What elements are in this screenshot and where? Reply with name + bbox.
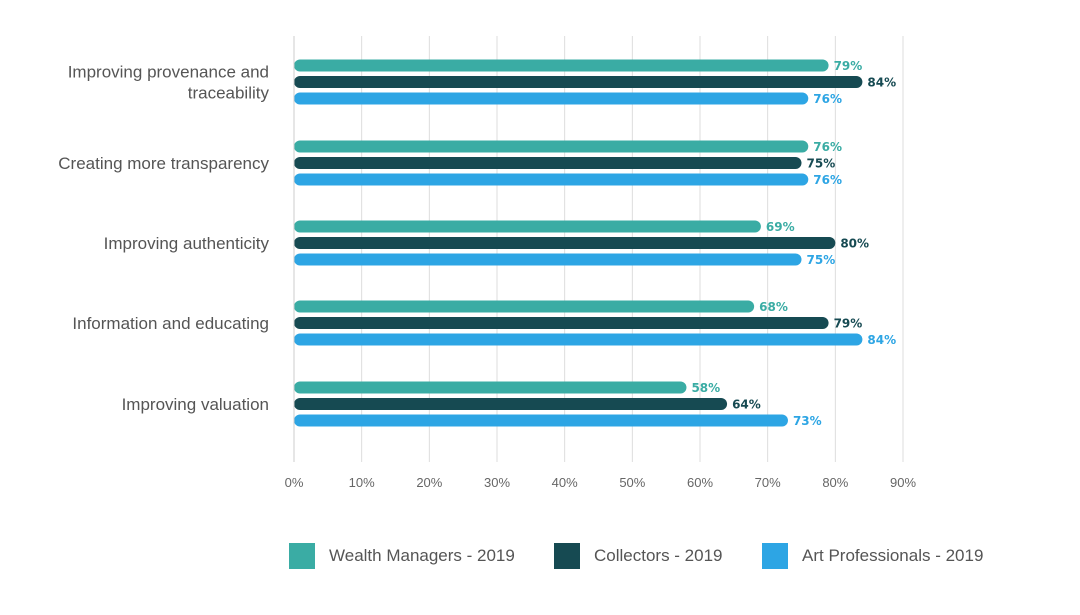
bar bbox=[294, 140, 809, 153]
bar bbox=[294, 237, 836, 249]
category-label: Creating more transparency bbox=[58, 154, 269, 173]
legend-label: Collectors - 2019 bbox=[594, 546, 723, 565]
data-label: 76% bbox=[813, 173, 842, 187]
legend-item: Wealth Managers - 2019 bbox=[289, 538, 515, 574]
data-label: 80% bbox=[840, 237, 869, 251]
x-tick-label: 80% bbox=[822, 475, 848, 490]
category-label: Improving provenance and bbox=[68, 63, 269, 82]
bars bbox=[294, 59, 863, 427]
legend-swatch bbox=[554, 543, 580, 569]
data-label: 84% bbox=[867, 333, 896, 347]
x-tick-label: 10% bbox=[349, 475, 375, 490]
bar bbox=[294, 333, 863, 346]
legend-item: Collectors - 2019 bbox=[554, 538, 723, 574]
legend-label: Art Professionals - 2019 bbox=[802, 546, 984, 565]
data-label: 76% bbox=[813, 92, 842, 106]
data-label: 73% bbox=[793, 414, 822, 428]
bar bbox=[294, 317, 829, 329]
legend-swatch bbox=[289, 543, 315, 569]
legend-item: Art Professionals - 2019 bbox=[762, 538, 983, 574]
data-label: 79% bbox=[834, 317, 863, 331]
x-tick-label: 70% bbox=[755, 475, 781, 490]
bar bbox=[294, 220, 761, 233]
category-labels: Improving provenance and traceability Crea… bbox=[58, 63, 269, 415]
bar bbox=[294, 59, 829, 72]
legend-swatch bbox=[762, 543, 788, 569]
category-label: Improving authenticity bbox=[104, 234, 270, 253]
data-label: 69% bbox=[766, 220, 795, 234]
x-tick-label: 90% bbox=[890, 475, 916, 490]
data-label: 84% bbox=[867, 76, 896, 90]
chart: 79% 76% 69% 68% 58% 84% 75% 80% 79% 64% 76% 76% 75% 8… bbox=[58, 36, 917, 490]
category-label: traceability bbox=[188, 84, 270, 103]
x-tick-label: 60% bbox=[687, 475, 713, 490]
category-label: Improving valuation bbox=[122, 395, 269, 414]
bar bbox=[294, 300, 755, 313]
bar bbox=[294, 398, 728, 410]
x-tick-label: 40% bbox=[552, 475, 578, 490]
data-label: 75% bbox=[807, 253, 836, 267]
x-tick-label: 0% bbox=[285, 475, 304, 490]
x-axis-ticks: 0% 10% 20% 30% 40% 50% 60% 70% 80% 90% bbox=[285, 475, 917, 490]
data-label: 76% bbox=[813, 140, 842, 154]
bar bbox=[294, 157, 802, 169]
data-label: 68% bbox=[759, 300, 788, 314]
bar bbox=[294, 92, 809, 105]
x-tick-label: 20% bbox=[416, 475, 442, 490]
x-tick-label: 30% bbox=[484, 475, 510, 490]
x-tick-label: 50% bbox=[619, 475, 645, 490]
data-label: 75% bbox=[807, 157, 836, 171]
data-label: 64% bbox=[732, 398, 761, 412]
bar bbox=[294, 381, 687, 394]
data-label: 58% bbox=[691, 381, 720, 395]
bar bbox=[294, 414, 788, 427]
category-label: Information and educating bbox=[72, 314, 269, 333]
data-label: 79% bbox=[834, 59, 863, 73]
bar bbox=[294, 173, 809, 186]
legend-label: Wealth Managers - 2019 bbox=[329, 546, 515, 565]
value-labels: 79% 76% 69% 68% 58% 84% 75% 80% 79% 64% 76% 76% 75% 8… bbox=[691, 59, 896, 428]
bar bbox=[294, 253, 802, 266]
legend: Wealth Managers - 2019 Collectors - 2019 A… bbox=[0, 538, 1080, 574]
bar bbox=[294, 76, 863, 88]
